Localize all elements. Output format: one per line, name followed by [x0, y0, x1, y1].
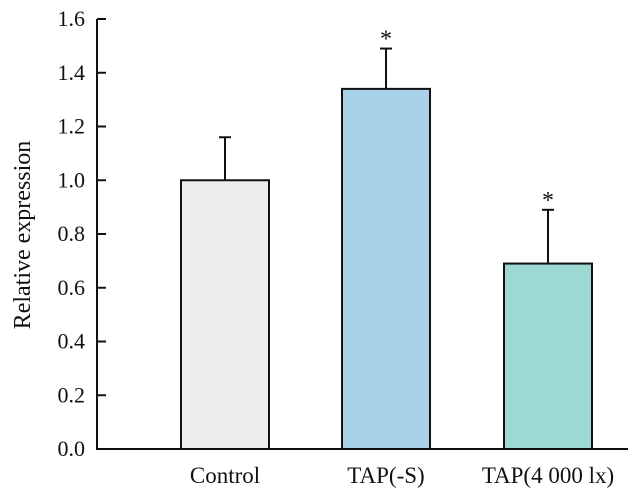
y-tick-label-6: 1.2: [58, 114, 86, 139]
significance-marker-1: *: [380, 27, 392, 53]
bar-2: [503, 262, 593, 450]
y-tick-label-2: 0.4: [58, 329, 86, 354]
y-tick-label-4: 0.8: [58, 221, 86, 246]
y-tick-label-0: 0.0: [58, 436, 86, 461]
error-bars: **: [219, 27, 554, 264]
y-axis-title: Relative expression: [10, 141, 36, 330]
bar-1: [341, 87, 431, 450]
x-category-label-1: TAP(-S): [347, 463, 424, 488]
y-tick-label-7: 1.4: [58, 60, 86, 85]
x-category-label-2: TAP(4 000 lx): [482, 463, 614, 488]
x-category-label-0: Control: [190, 463, 260, 488]
y-tick-label-8: 1.6: [58, 6, 86, 31]
y-tick-label-1: 0.2: [58, 382, 86, 407]
x-axis: Control TAP(-S) TAP(4 000 lx): [96, 448, 628, 488]
significance-marker-2: *: [542, 188, 554, 214]
y-axis: 0.0 0.2 0.4 0.6 0.8 1.0 1.2 1.4 1.6: [58, 6, 106, 461]
y-tick-label-5: 1.0: [58, 167, 86, 192]
y-tick-label-3: 0.6: [58, 275, 86, 300]
bars: [180, 87, 593, 450]
bar-0: [180, 179, 270, 450]
